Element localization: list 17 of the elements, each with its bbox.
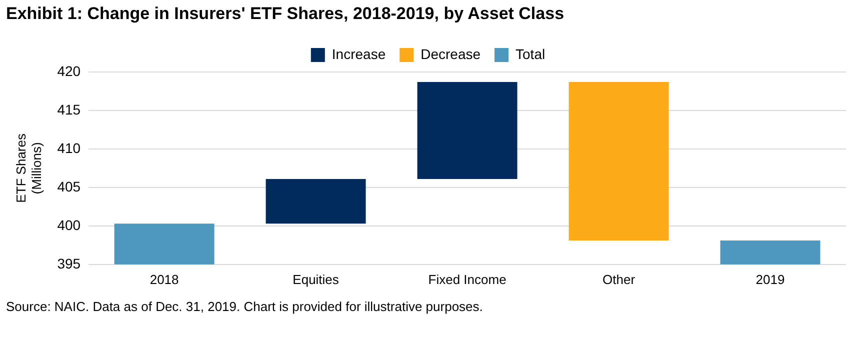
legend-label: Increase [332,46,386,62]
y-tick-label: 405 [57,178,81,194]
y-tick-label: 410 [57,140,81,156]
legend-label: Total [516,46,546,62]
x-tick-label: 2019 [756,272,785,287]
y-tick-label: 400 [57,216,81,233]
y-axis-title: ETF Shares (Millions) [13,133,44,203]
x-tick-label: Other [602,272,636,287]
y-tick-label: 395 [57,255,81,272]
chart-title: Exhibit 1: Change in Insurers' ETF Shares, 2018-2019, by Asset Class [6,4,564,24]
y-tick-label: 415 [57,101,81,118]
x-tick-label: Equities [292,272,340,287]
legend-label: Decrease [420,46,481,62]
x-tick-label: Fixed Income [428,272,506,287]
x-tick-label: 2018 [150,272,179,287]
y-tick-label: 420 [57,62,81,79]
source-note: Source: NAIC. Data as of Dec. 31, 2019. Chart is provided for illustrative purposes. [6,298,484,315]
